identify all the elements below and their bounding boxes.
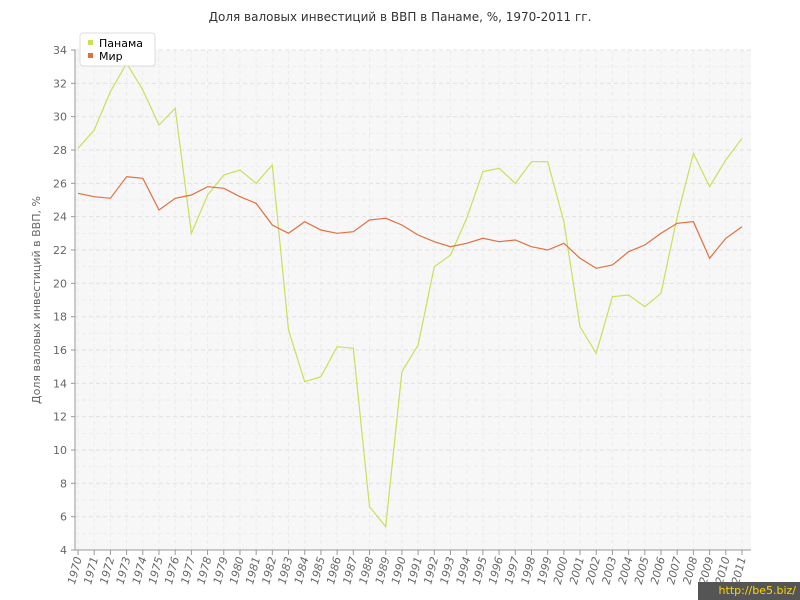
y-tick-label: 10 bbox=[53, 444, 67, 457]
y-tick-label: 8 bbox=[60, 477, 67, 490]
y-tick-label: 18 bbox=[53, 311, 67, 324]
axes bbox=[71, 49, 751, 555]
legend: Панама Мир bbox=[79, 32, 156, 67]
series-line-panama bbox=[77, 62, 743, 529]
y-tick-label: 30 bbox=[53, 111, 67, 124]
series-lines bbox=[77, 62, 743, 529]
y-tick-labels: 4 6 8 10 12 14 16 18 20 22 24 26 28 30 32 34 bbox=[53, 44, 67, 557]
y-tick-label: 32 bbox=[53, 77, 67, 90]
y-tick-label: 20 bbox=[53, 277, 67, 290]
y-tick-label: 24 bbox=[53, 211, 67, 224]
y-axis-label: Доля валовых инвестиций в ВВП, % bbox=[30, 196, 43, 404]
y-tick-label: 14 bbox=[53, 377, 67, 390]
watermark: http://be5.biz/ bbox=[698, 582, 800, 600]
y-tick-label: 34 bbox=[53, 44, 67, 57]
y-tick-label: 12 bbox=[53, 411, 67, 424]
chart-title: Доля валовых инвестиций в ВВП в Панаме, … bbox=[209, 10, 592, 24]
y-tick-label: 28 bbox=[53, 144, 67, 157]
series-line-world bbox=[77, 176, 743, 269]
legend-swatch-world bbox=[88, 53, 93, 58]
legend-swatch-panama bbox=[88, 40, 93, 45]
y-tick-label: 22 bbox=[53, 244, 67, 257]
y-tick-label: 26 bbox=[53, 177, 67, 190]
x-tick-labels: 1970197119721973197419751976197719781979… bbox=[65, 555, 749, 585]
y-tick-label: 6 bbox=[60, 511, 67, 524]
legend-label-panama: Панама bbox=[99, 37, 143, 50]
legend-label-world: Мир bbox=[99, 50, 123, 63]
y-tick-label: 16 bbox=[53, 344, 67, 357]
y-tick-label: 4 bbox=[60, 544, 67, 557]
grid-lines bbox=[75, 49, 751, 551]
legend-box bbox=[79, 32, 156, 67]
